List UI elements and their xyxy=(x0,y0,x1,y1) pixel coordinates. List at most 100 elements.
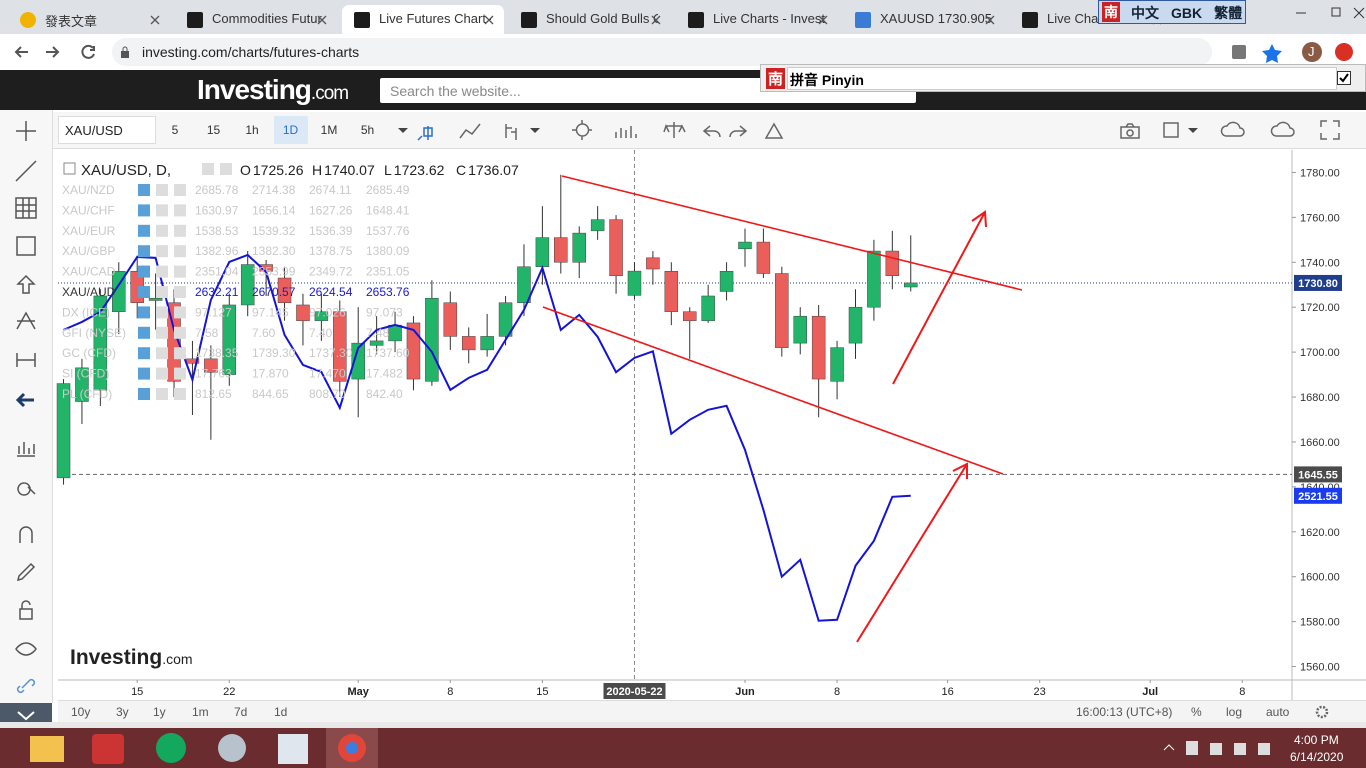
range-button[interactable]: 10y xyxy=(71,705,91,719)
legend-row-icon[interactable] xyxy=(156,306,168,319)
drawing-tool[interactable] xyxy=(15,160,37,182)
scale-option[interactable]: log xyxy=(1226,705,1243,719)
legend-row-icon[interactable] xyxy=(156,286,168,298)
legend-collapse[interactable] xyxy=(63,162,76,175)
nav-buttons[interactable] xyxy=(8,40,108,64)
legend-row-icon[interactable] xyxy=(174,306,186,319)
browser-actions[interactable] xyxy=(1228,40,1358,64)
legend-row-icon[interactable] xyxy=(138,184,150,196)
toolbar-icon[interactable] xyxy=(572,120,592,140)
legend-row-icon[interactable] xyxy=(174,184,186,196)
legend-row-icon[interactable] xyxy=(174,224,186,237)
range-button[interactable]: 3y xyxy=(116,705,129,719)
toolbar-icon[interactable] xyxy=(1270,121,1295,137)
tab-close[interactable] xyxy=(317,15,327,25)
toolbar-icon[interactable] xyxy=(702,125,721,138)
legend-row-icon[interactable] xyxy=(138,306,150,319)
ime-input[interactable]: 拼音 Pinyin xyxy=(787,67,1337,90)
legend-row-icon[interactable] xyxy=(174,204,186,217)
legend-row-icon[interactable] xyxy=(156,326,168,339)
legend-icon[interactable] xyxy=(220,163,232,175)
settings-icon[interactable] xyxy=(1314,704,1330,720)
toolbar-icon[interactable] xyxy=(1220,121,1245,137)
nav-glyphs[interactable] xyxy=(14,44,95,59)
toolbar-icon[interactable] xyxy=(1320,120,1340,140)
legend-row-icon[interactable] xyxy=(156,224,168,237)
drawing-tool[interactable] xyxy=(16,274,36,294)
interval-button[interactable]: 1M xyxy=(320,123,338,137)
browser-tab[interactable]: Live Chart xyxy=(1010,5,1172,34)
tab-close[interactable] xyxy=(651,15,661,25)
range-button[interactable]: 1d xyxy=(274,705,288,719)
drawing-tool[interactable] xyxy=(16,311,36,330)
browser-tab[interactable]: Should Gold Bulls C xyxy=(509,5,671,34)
dropdown-caret[interactable] xyxy=(530,128,540,133)
legend-row-icon[interactable] xyxy=(156,245,168,258)
legend-row-icon[interactable] xyxy=(138,204,150,217)
legend-row-icon[interactable] xyxy=(174,265,186,278)
interval-button[interactable]: 1h xyxy=(245,123,259,137)
tray-icons[interactable] xyxy=(1160,738,1280,758)
interval-button[interactable]: 5h xyxy=(360,123,375,137)
toolbar-icon[interactable] xyxy=(459,123,481,139)
legend-row-icon[interactable] xyxy=(138,245,150,258)
toolbar-icon[interactable] xyxy=(729,125,748,138)
browser-tab[interactable]: Commodities Futur xyxy=(175,5,337,34)
avatar[interactable]: J xyxy=(1308,44,1315,59)
scale-option[interactable]: % xyxy=(1191,705,1202,719)
legend-row-icon[interactable] xyxy=(156,347,168,360)
legend-row-icon[interactable] xyxy=(156,184,168,196)
dropdown-caret[interactable] xyxy=(1188,128,1198,133)
drawing-tool[interactable] xyxy=(16,562,36,582)
legend-row-icon[interactable] xyxy=(138,286,150,298)
drawing-tool[interactable] xyxy=(19,600,33,620)
toolbar-icon[interactable] xyxy=(663,122,686,138)
legend-row-icon[interactable] xyxy=(174,347,186,360)
browser-tab[interactable]: Live Futures Chart - xyxy=(342,5,504,34)
symbol-box[interactable]: XAU/USD xyxy=(58,116,156,144)
legend-row-icon[interactable] xyxy=(156,388,168,400)
legend-icon[interactable] xyxy=(202,163,214,175)
toolbar-icon[interactable] xyxy=(764,122,784,139)
drawing-tool[interactable] xyxy=(15,197,37,219)
dropdown-caret[interactable] xyxy=(398,128,408,133)
drawing-tool[interactable] xyxy=(16,236,36,256)
toolbar-icon[interactable] xyxy=(1163,122,1179,138)
legend-row-icon[interactable] xyxy=(174,367,186,380)
legend-row-icon[interactable] xyxy=(138,388,150,400)
legend-row-icon[interactable] xyxy=(174,388,186,400)
browser-tab[interactable]: 發表文章 xyxy=(8,5,170,34)
omnibox[interactable]: investing.com/charts/futures-charts xyxy=(112,38,1212,66)
interval-button[interactable]: 5 xyxy=(171,123,179,137)
window-buttons[interactable] xyxy=(1296,7,1365,19)
drawing-tool[interactable] xyxy=(16,353,36,367)
legend-row-icon[interactable] xyxy=(156,265,168,278)
tab-close[interactable] xyxy=(985,15,995,25)
drawing-tool[interactable] xyxy=(17,442,35,457)
legend-row-icon[interactable] xyxy=(156,204,168,217)
legend-row-icon[interactable] xyxy=(138,367,150,380)
range-button[interactable]: 7d xyxy=(234,705,248,719)
toolbar-icon[interactable] xyxy=(1120,123,1140,139)
legend-row-icon[interactable] xyxy=(174,326,186,339)
legend-row-icon[interactable] xyxy=(138,265,150,278)
legend-row-icon[interactable] xyxy=(138,347,150,360)
toolbar-icon[interactable] xyxy=(505,124,517,140)
range-button[interactable]: 1y xyxy=(153,705,166,719)
tab-close[interactable] xyxy=(818,15,828,25)
legend-row-icon[interactable] xyxy=(174,286,186,298)
legend-row-icon[interactable] xyxy=(174,245,186,258)
drawing-tool[interactable] xyxy=(15,642,37,656)
interval-button[interactable]: 15 xyxy=(206,123,221,137)
taskbar-apps[interactable] xyxy=(0,728,400,768)
tab-close[interactable] xyxy=(150,15,160,25)
drawing-tool[interactable] xyxy=(16,678,36,694)
browser-tab[interactable]: Live Charts - Invest xyxy=(676,5,838,34)
legend-row-icon[interactable] xyxy=(138,326,150,339)
interval-button[interactable]: 1D xyxy=(273,116,308,144)
drawing-tool[interactable] xyxy=(19,526,33,543)
toolbar-icon[interactable] xyxy=(417,126,433,141)
site-logo[interactable]: Investing.com xyxy=(197,74,349,106)
toolbar-icon[interactable] xyxy=(615,126,637,138)
ime-check[interactable] xyxy=(1337,71,1351,85)
